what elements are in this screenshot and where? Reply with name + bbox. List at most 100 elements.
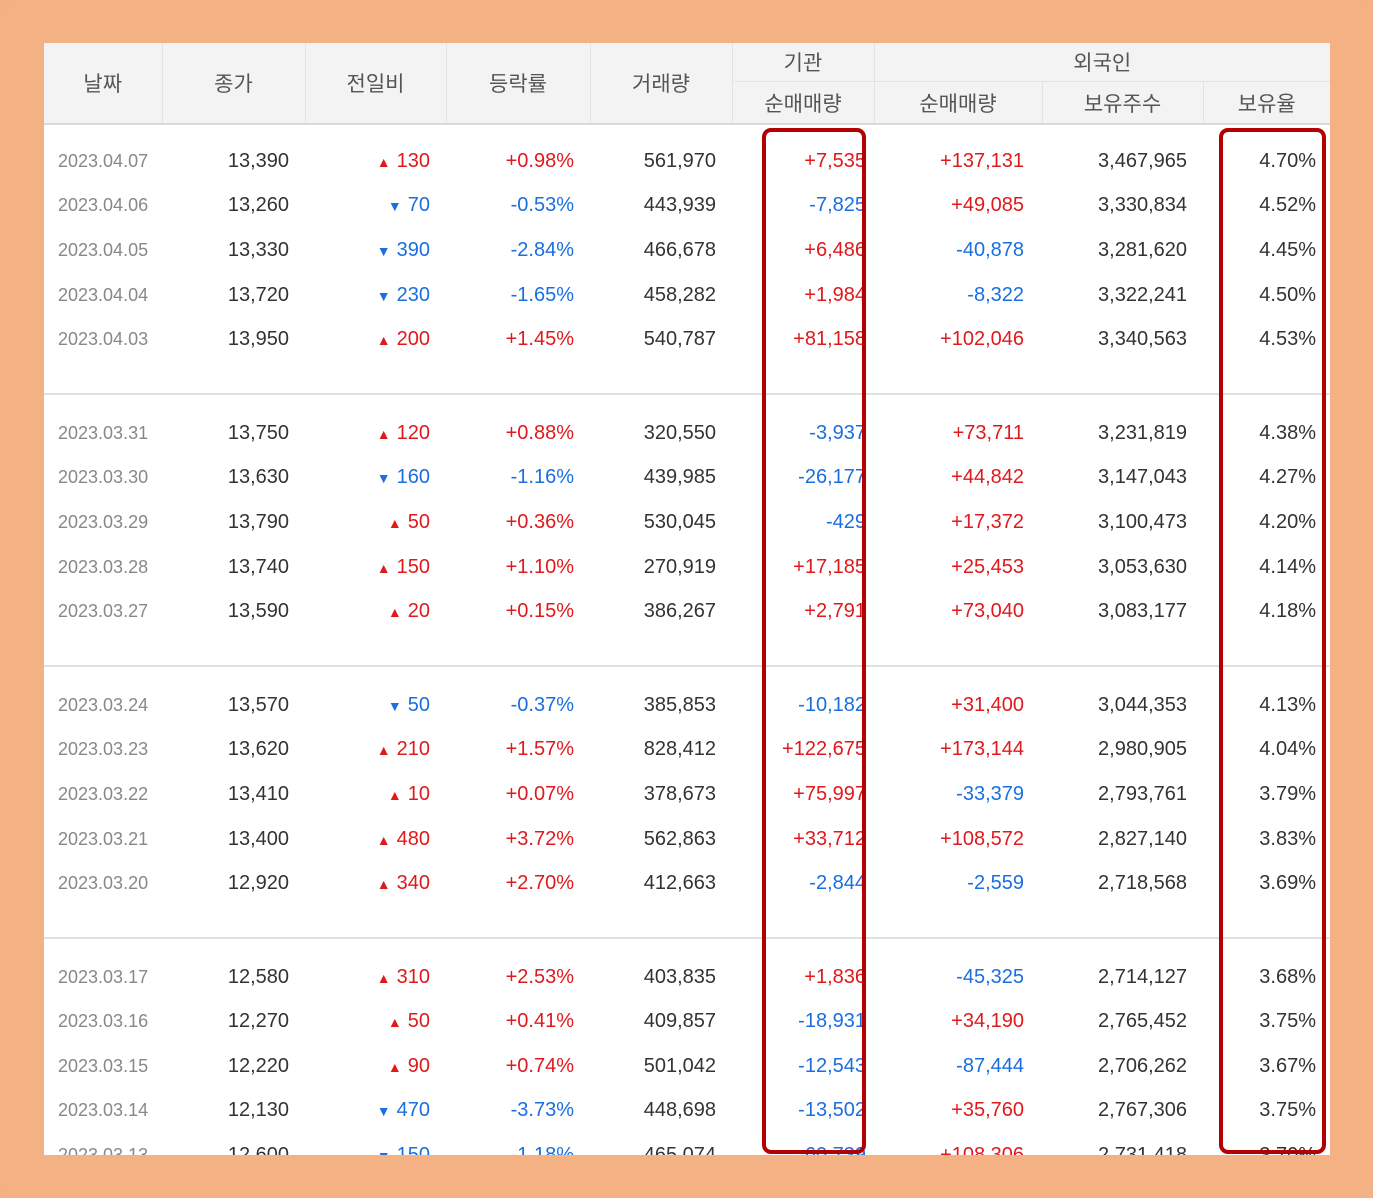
change-value: 340 [396, 872, 430, 895]
holding-ratio-cell: 4.52% [1259, 194, 1317, 217]
volume-cell: 409,857 [643, 1010, 716, 1033]
table-row: 2023.03.1312,600▼150-1.18%465,074-60,739… [44, 1133, 1330, 1155]
date-cell: 2023.03.24 [58, 694, 149, 715]
foreign-net-cell: +34,190 [951, 1010, 1024, 1033]
institution-net-cell: -18,931 [798, 1010, 866, 1033]
date-cell: 2023.03.20 [58, 873, 149, 894]
volume-cell: 385,853 [643, 693, 716, 716]
change-cell: ▲ 130 [305, 139, 446, 184]
header-change: 전일비 [305, 43, 447, 125]
holding-ratio-cell: 4.38% [1259, 421, 1317, 444]
rate-cell: +3.72% [505, 827, 574, 850]
institution-net-cell: +17,185 [793, 555, 866, 578]
close-cell: 13,410 [227, 782, 289, 805]
up-triangle-icon: ▲ [387, 786, 402, 803]
header-rate: 등락률 [446, 43, 591, 125]
table-header: 날짜 종가 전일비 등락률 거래량 기관 외국인 순매매량 순매매량 보유주수 … [44, 43, 1330, 126]
table-body: 2023.04.07 13,390 ▲ 130 +0.98% 561,970 +7,535 +… [44, 124, 1330, 1155]
date-cell: 2023.03.17 [58, 966, 149, 987]
down-triangle-icon: ▼ [387, 697, 402, 714]
foreign-net-cell: -8,322 [967, 283, 1024, 306]
institution-net-cell: -13,502 [798, 1099, 866, 1122]
institution-net-cell: +33,712 [793, 827, 866, 850]
foreign-net-cell: +25,453 [951, 555, 1024, 578]
foreign-net-cell: +108,306 [874, 1133, 1042, 1155]
institution-net-cell: +2,791 [804, 600, 866, 623]
change-cell: ▼ 70 [305, 184, 446, 229]
rate-cell: -1.16% [510, 466, 574, 489]
institution-net-cell: +1,984 [804, 283, 866, 306]
close-cell: 13,750 [227, 421, 289, 444]
change-cell: ▲ 90 [305, 1044, 446, 1089]
institution-net-cell: +7,535 [804, 149, 866, 172]
up-triangle-icon: ▲ [387, 604, 402, 621]
holding-ratio-cell: 3.69% [1259, 872, 1317, 895]
holdings-cell: 2,714,127 [1098, 965, 1187, 988]
change-cell: ▲ 50 [305, 500, 446, 545]
holding-ratio-cell: 4.20% [1259, 510, 1317, 533]
holdings-cell: 3,100,473 [1098, 510, 1187, 533]
up-triangle-icon: ▲ [376, 425, 391, 442]
holding-ratio-highlight-box [1219, 128, 1326, 1154]
foreign-net-cell: +137,131 [940, 149, 1024, 172]
holdings-cell: 2,765,452 [1098, 1010, 1187, 1033]
institution-net-cell: +75,997 [793, 782, 866, 805]
header-foreign: 외국인 [874, 43, 1330, 82]
change-value: 10 [407, 782, 430, 805]
holdings-cell: 3,322,241 [1098, 283, 1187, 306]
rate-cell: -1.65% [510, 283, 574, 306]
up-triangle-icon: ▲ [376, 559, 391, 576]
change-value: 50 [407, 1010, 430, 1033]
volume-cell: 320,550 [643, 421, 716, 444]
holding-ratio-cell: 4.18% [1259, 600, 1317, 623]
holding-ratio-cell: 4.27% [1259, 466, 1317, 489]
holdings-cell: 3,340,563 [1098, 328, 1187, 351]
volume-cell: 378,673 [643, 782, 716, 805]
up-triangle-icon: ▲ [387, 1014, 402, 1031]
foreign-net-cell: -40,878 [956, 238, 1024, 261]
foreign-net-cell: +73,711 [952, 421, 1024, 444]
change-cell: ▲ 20 [305, 589, 446, 634]
table-row: 2023.03.28 13,740 ▲ 150 +1.10% 270,919 +17,185… [44, 545, 1330, 590]
table-row: 2023.03.16 12,270 ▲ 50 +0.41% 409,857 -18,931 +… [44, 1000, 1330, 1045]
holdings-cell: 2,731,418 [1042, 1133, 1203, 1155]
close-cell: 13,630 [227, 466, 289, 489]
date-cell: 2023.03.21 [58, 828, 149, 849]
rate-cell: +2.70% [505, 872, 574, 895]
table-row: 2023.04.04 13,720 ▼ 230 -1.65% 458,282 +1,984 -… [44, 273, 1330, 318]
header-foreign-net: 순매매량 [874, 81, 1043, 126]
change-cell: ▼ 470 [305, 1089, 446, 1134]
change-cell: ▼150 [305, 1133, 446, 1155]
volume-cell: 439,985 [643, 466, 716, 489]
holding-ratio-cell: 4.14% [1259, 555, 1317, 578]
change-value: 130 [396, 149, 430, 172]
date-cell: 2023.03.15 [58, 1055, 149, 1076]
header-volume: 거래량 [590, 43, 733, 125]
rate-cell: +0.41% [505, 1010, 574, 1033]
holdings-cell: 2,793,761 [1098, 782, 1187, 805]
down-triangle-icon: ▼ [387, 198, 402, 215]
holding-ratio-cell: 4.04% [1259, 738, 1317, 761]
holdings-cell: 3,053,630 [1098, 555, 1187, 578]
table-row: 2023.03.27 13,590 ▲ 20 +0.15% 386,267 +2,791 +7… [44, 589, 1330, 634]
rate-cell: -0.53% [510, 194, 574, 217]
foreign-net-cell: +49,085 [951, 194, 1024, 217]
change-value: 20 [407, 600, 430, 623]
close-cell: 13,570 [227, 693, 289, 716]
table-row: 2023.04.06 13,260 ▼ 70 -0.53% 443,939 -7,825 +4… [44, 184, 1330, 229]
holdings-cell: 3,147,043 [1098, 466, 1187, 489]
close-cell: 13,790 [227, 510, 289, 533]
close-cell: 13,400 [227, 827, 289, 850]
institution-net-cell: -60,739 [732, 1133, 874, 1155]
institution-net-cell: -10,182 [798, 693, 866, 716]
date-cell: 2023.03.14 [58, 1100, 149, 1121]
institution-net-cell: -429 [825, 510, 866, 533]
change-value: 310 [396, 965, 430, 988]
date-cell: 2023.03.30 [58, 467, 149, 488]
rate-cell: +0.36% [505, 510, 574, 533]
close-cell: 12,130 [227, 1099, 289, 1122]
holdings-cell: 3,044,353 [1098, 693, 1187, 716]
change-value: 480 [396, 827, 430, 850]
holdings-cell: 3,330,834 [1098, 194, 1187, 217]
institution-highlight-box [762, 128, 866, 1154]
